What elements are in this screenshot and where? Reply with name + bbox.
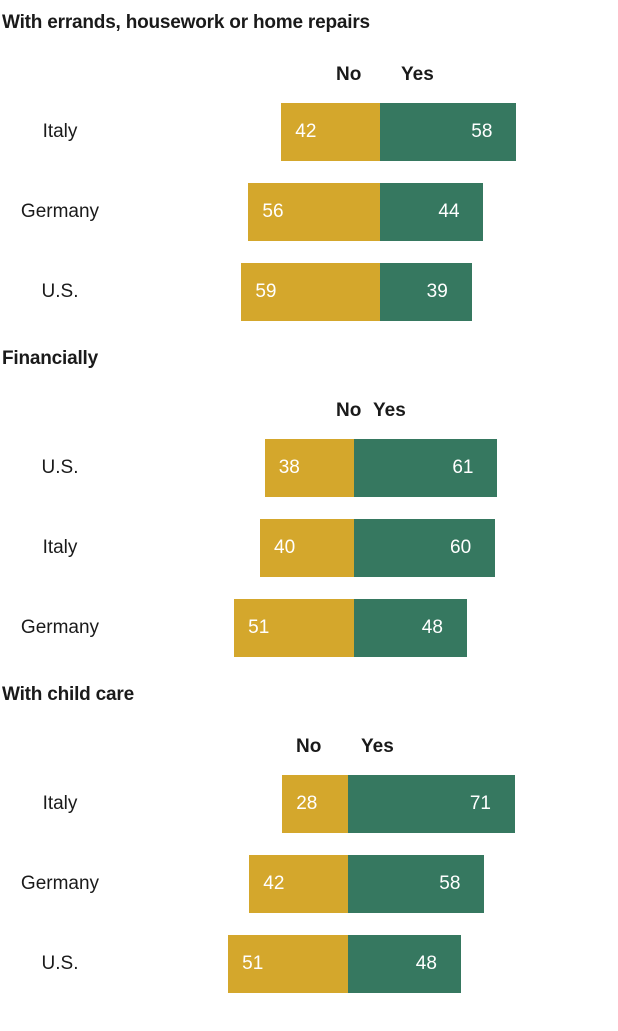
bar-no <box>241 263 380 321</box>
value-label-yes: 61 <box>452 457 474 478</box>
value-label-no: 51 <box>248 617 270 638</box>
value-label-no: 51 <box>242 953 264 974</box>
bar-no <box>260 519 354 577</box>
value-label-yes: 48 <box>421 617 443 638</box>
bar-yes <box>354 599 467 657</box>
category-label: U.S. <box>41 281 79 302</box>
legend-yes: Yes <box>401 64 434 85</box>
value-label-no: 28 <box>296 793 318 814</box>
value-label-no: 40 <box>274 537 296 558</box>
bar-yes <box>354 519 495 577</box>
bar-no <box>264 439 354 497</box>
bar-yes <box>380 183 484 241</box>
value-label-yes: 58 <box>471 121 493 142</box>
value-label-no: 42 <box>295 121 317 142</box>
bar-no <box>228 935 348 993</box>
legend-no: No <box>336 64 362 85</box>
bar-yes <box>348 935 461 993</box>
category-label: Italy <box>42 537 78 558</box>
panel-title: With errands, housework or home repairs <box>2 12 370 33</box>
bar-no <box>234 599 354 657</box>
legend-yes: Yes <box>373 400 406 421</box>
bar-no <box>281 103 380 161</box>
value-label-yes: 58 <box>439 873 461 894</box>
category-label: Italy <box>42 793 78 814</box>
category-label: Italy <box>42 121 78 142</box>
value-label-no: 42 <box>263 873 285 894</box>
value-label-yes: 71 <box>469 793 491 814</box>
category-label: U.S. <box>41 457 79 478</box>
value-label-yes: 48 <box>415 953 437 974</box>
category-label: Germany <box>20 201 100 222</box>
bar-no <box>282 775 348 833</box>
bar-yes <box>348 775 515 833</box>
category-label: U.S. <box>41 953 79 974</box>
panel-title: Financially <box>2 348 99 369</box>
bar-yes <box>354 439 498 497</box>
category-label: Germany <box>20 617 100 638</box>
bar-no <box>248 183 380 241</box>
legend-no: No <box>336 400 362 421</box>
bar-yes <box>380 103 517 161</box>
bar-no <box>249 855 348 913</box>
bar-yes <box>380 263 472 321</box>
value-label-yes: 39 <box>426 281 448 302</box>
value-label-no: 59 <box>255 281 277 302</box>
value-label-yes: 60 <box>450 537 472 558</box>
category-label: Germany <box>20 873 100 894</box>
value-label-yes: 44 <box>438 201 460 222</box>
value-label-no: 38 <box>278 457 300 478</box>
value-label-no: 56 <box>262 201 284 222</box>
panel-title: With child care <box>2 684 134 705</box>
legend-yes: Yes <box>361 736 394 757</box>
legend-no: No <box>296 736 322 757</box>
bar-yes <box>348 855 485 913</box>
